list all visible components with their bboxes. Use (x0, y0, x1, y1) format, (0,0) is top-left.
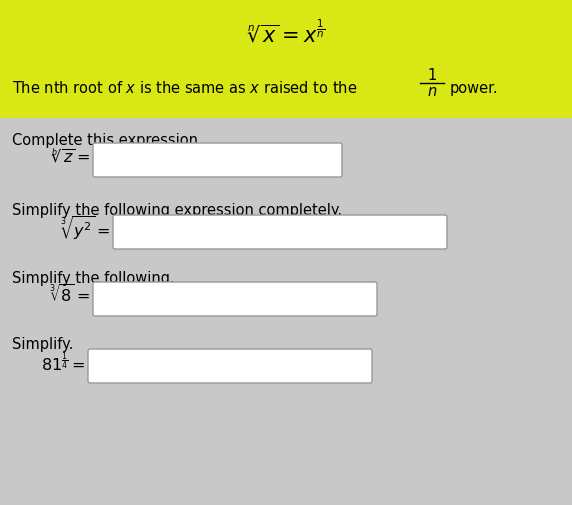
Text: $\sqrt[b]{z}=$: $\sqrt[b]{z}=$ (51, 146, 90, 166)
Text: power.: power. (450, 80, 499, 95)
FancyBboxPatch shape (88, 349, 372, 383)
Text: $n$: $n$ (427, 83, 437, 98)
Text: $81^{\frac{1}{4}}=$: $81^{\frac{1}{4}}=$ (41, 350, 85, 374)
FancyBboxPatch shape (113, 215, 447, 249)
Text: Simplify.: Simplify. (12, 336, 73, 351)
Text: Simplify the following expression completely.: Simplify the following expression comple… (12, 203, 342, 218)
Text: $\sqrt[n]{x} = x^{\frac{1}{n}}$: $\sqrt[n]{x} = x^{\frac{1}{n}}$ (247, 19, 325, 46)
Bar (0, 0, 572, 118)
FancyBboxPatch shape (93, 282, 377, 316)
Text: Simplify the following.: Simplify the following. (12, 271, 175, 285)
Text: 1: 1 (427, 69, 436, 83)
Text: $\sqrt[3]{8}=$: $\sqrt[3]{8}=$ (49, 284, 90, 306)
Text: Complete this expression.: Complete this expression. (12, 132, 202, 147)
FancyBboxPatch shape (93, 143, 342, 177)
Text: $\sqrt[3]{y^2}=$: $\sqrt[3]{y^2}=$ (60, 214, 110, 242)
Text: The nth root of $x$ is the same as $x$ raised to the: The nth root of $x$ is the same as $x$ r… (12, 80, 358, 96)
